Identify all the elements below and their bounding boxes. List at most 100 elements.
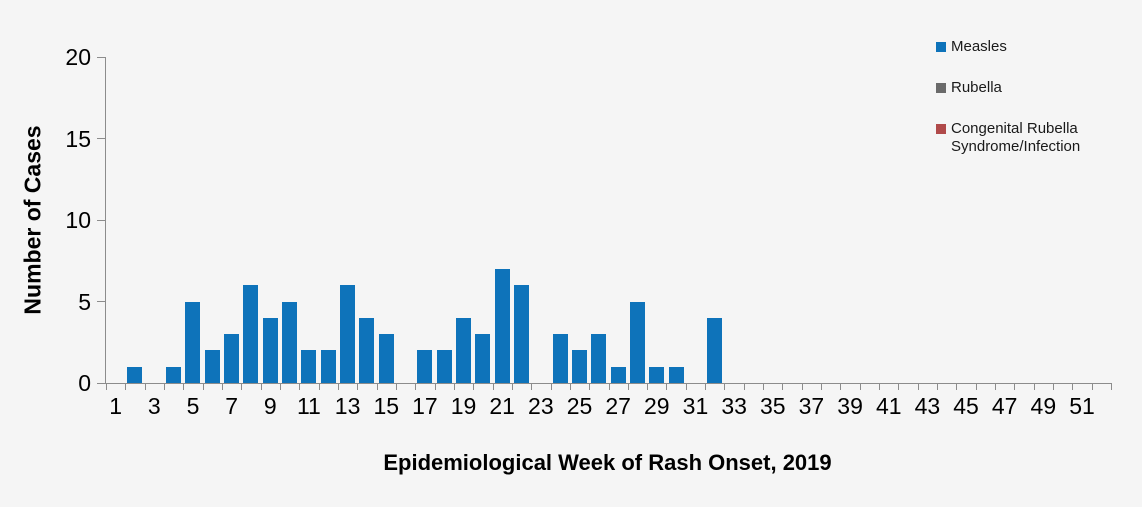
x-axis-tick	[1033, 383, 1035, 390]
bar-measles-week-28	[629, 301, 645, 383]
x-axis-tick	[917, 383, 919, 390]
x-axis-tick	[1053, 383, 1055, 390]
x-axis-tick	[801, 383, 803, 390]
bar-measles-week-11	[301, 350, 317, 383]
bar-measles-week-25	[572, 350, 587, 383]
legend-item: Rubella	[936, 79, 1111, 97]
x-axis-tick	[1072, 383, 1074, 390]
legend-item: Congenital Rubella Syndrome/Infection	[936, 120, 1111, 156]
bar-measles-week-15	[378, 334, 394, 383]
x-axis-tick	[627, 383, 629, 390]
x-axis-tick	[705, 383, 707, 390]
x-axis-tick-label: 37	[798, 393, 825, 419]
x-axis-tick	[492, 383, 494, 390]
x-axis-tick	[782, 383, 784, 390]
bar-measles-week-19	[456, 317, 472, 383]
x-axis-tick	[821, 383, 823, 390]
legend-swatch-icon	[936, 83, 946, 93]
x-axis-tick	[1111, 383, 1112, 390]
x-axis-tick-label: 3	[147, 393, 161, 419]
bar-measles-week-21	[494, 268, 510, 383]
y-axis-tick	[97, 382, 106, 384]
x-axis-tick-label: 13	[334, 393, 361, 419]
bar-measles-week-4	[166, 366, 182, 383]
bar-measles-week-17	[417, 350, 433, 383]
x-axis-tick	[724, 383, 726, 390]
plot-area: 0 5 10 15 20 1 3 5 7 9 11 13 15 17 19 21 23 25 27 29 31 33 35 3…	[65, 44, 1112, 419]
bar-measles-week-12	[320, 350, 336, 383]
y-axis-tick	[97, 138, 106, 139]
x-axis-tick	[531, 383, 533, 390]
x-axis-tick	[898, 383, 900, 390]
x-axis-tick	[666, 383, 668, 390]
x-axis-tick	[550, 383, 552, 390]
legend-label: Congenital Rubella Syndrome/Infection	[951, 120, 1081, 155]
x-axis-tick	[608, 383, 610, 390]
y-axis-tick-label: 20	[65, 44, 91, 70]
legend-item: Measles	[936, 38, 1111, 56]
y-axis-tick-label: 15	[65, 125, 91, 152]
x-axis-tick	[763, 383, 765, 390]
x-axis-tick	[569, 383, 571, 390]
x-axis-tick-label: 15	[373, 393, 400, 419]
x-axis-tick	[995, 383, 997, 390]
x-axis-tick	[337, 383, 339, 390]
x-axis-tick	[241, 383, 243, 390]
x-axis-tick-label: 23	[528, 393, 554, 419]
bar-measles-week-20	[475, 334, 491, 383]
x-axis-tick	[743, 383, 745, 390]
x-axis-tick	[975, 383, 977, 390]
x-axis-tick	[473, 383, 475, 390]
x-axis-tick	[685, 383, 687, 390]
y-axis-tick-label: 5	[78, 288, 91, 315]
x-axis-tick-label: 7	[225, 393, 239, 419]
bar-measles-week-26	[591, 334, 607, 383]
x-axis-tick	[260, 383, 262, 390]
x-axis-tick	[859, 383, 861, 390]
bar-measles-week-6	[204, 350, 220, 383]
bar-measles-week-27	[610, 366, 626, 383]
x-axis-tick	[1091, 383, 1093, 390]
x-axis-tick	[279, 383, 281, 390]
bar-measles-week-22	[514, 285, 530, 383]
x-axis-tick	[106, 383, 107, 390]
y-axis-tick-label: 10	[65, 207, 91, 233]
x-axis-tick	[434, 383, 436, 390]
bar-measles-week-8	[243, 285, 259, 383]
x-axis-tick	[511, 383, 513, 390]
legend-label: Rubella	[951, 79, 1002, 96]
x-axis-tick	[183, 383, 185, 390]
x-axis-tick-label: 27	[605, 393, 631, 419]
x-axis-tick-label: 35	[759, 393, 786, 419]
x-axis-tick	[376, 383, 378, 390]
legend-swatch-icon	[936, 42, 946, 52]
bar-measles-week-5	[185, 301, 201, 383]
x-axis-tick	[415, 383, 417, 390]
bar-measles-week-29	[649, 366, 665, 383]
x-axis-tick-label: 43	[914, 393, 941, 419]
x-axis-tick	[125, 383, 127, 390]
x-axis-tick-label: 41	[875, 393, 902, 419]
x-axis-tick	[937, 383, 939, 390]
x-axis-tick	[318, 383, 320, 390]
x-axis-tick-label: 39	[837, 393, 863, 419]
x-axis-tick-label: 1	[109, 393, 123, 419]
y-axis-tick	[97, 56, 106, 58]
bar-measles-week-32	[707, 317, 723, 383]
x-axis-tick	[647, 383, 649, 390]
x-axis-tick-label: 49	[1030, 393, 1057, 419]
x-axis-tick-label: 9	[263, 393, 277, 419]
legend-label: Measles	[951, 38, 1007, 55]
x-axis-tick-label: 29	[644, 393, 670, 419]
x-axis-tick	[589, 383, 591, 390]
y-axis-tick	[97, 219, 106, 221]
x-axis-tick	[395, 383, 397, 390]
x-axis-tick-label: 45	[953, 393, 979, 419]
x-axis-tick	[144, 383, 146, 390]
x-axis-tick	[299, 383, 301, 390]
x-axis-tick-label: 5	[186, 393, 200, 419]
bar-measles-week-18	[436, 350, 452, 383]
bar-measles-week-9	[262, 317, 278, 383]
x-axis-tick-label: 17	[412, 393, 438, 419]
